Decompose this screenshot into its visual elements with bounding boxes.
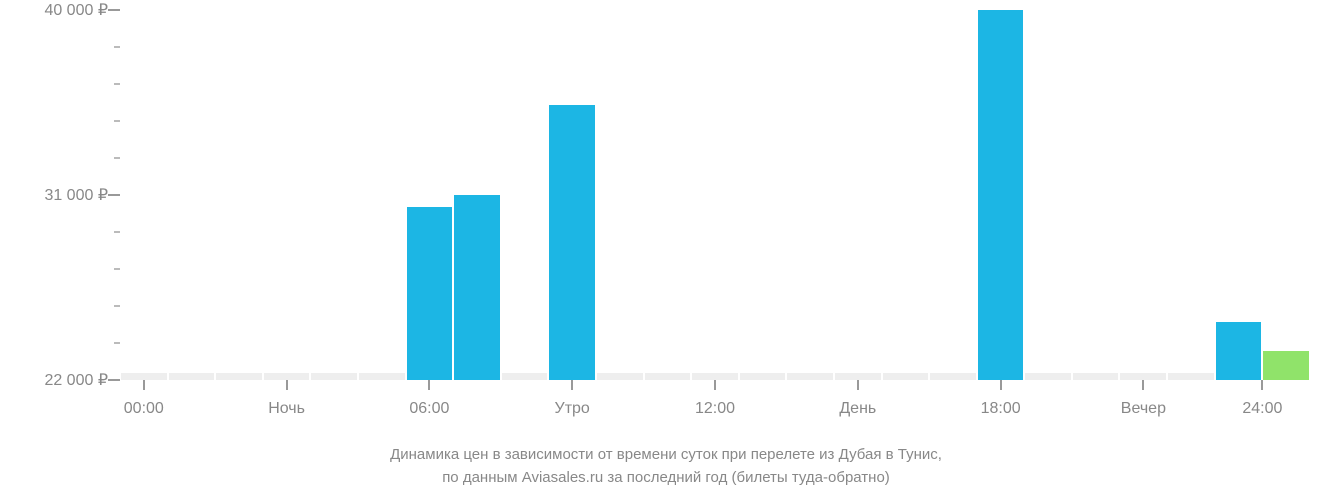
caption-line-2: по данным Aviasales.ru за последний год …	[0, 467, 1332, 490]
caption-line-1: Динамика цен в зависимости от времени су…	[0, 444, 1332, 467]
x-axis-label: 24:00	[1242, 400, 1282, 418]
bar-hour-16	[883, 373, 929, 380]
y-axis-label: 40 000 ₽	[44, 0, 108, 20]
x-tick	[143, 380, 145, 390]
bar-hour-23	[1216, 322, 1262, 380]
x-tick	[1000, 380, 1002, 390]
x-axis-label: Ночь	[268, 400, 305, 418]
x-axis-label: 06:00	[409, 400, 449, 418]
bar-hour-18	[978, 10, 1024, 380]
x-axis-label: 00:00	[124, 400, 164, 418]
bar-hour-9	[549, 105, 595, 380]
bar-hour-0	[121, 373, 167, 380]
x-axis-label: День	[839, 400, 876, 418]
bar-hour-13	[740, 373, 786, 380]
bar-hour-17	[930, 373, 976, 380]
x-tick	[428, 380, 430, 390]
bar-hour-4	[311, 373, 357, 380]
bar-hour-14	[787, 373, 833, 380]
y-tick-major	[108, 9, 120, 11]
bar-hour-1	[169, 373, 215, 380]
x-axis-label: Вечер	[1121, 400, 1166, 418]
bar-hour-7	[454, 195, 500, 380]
bar-hour-8	[502, 373, 548, 380]
x-tick	[1261, 380, 1263, 390]
bar-hour-21	[1120, 373, 1166, 380]
x-tick	[1142, 380, 1144, 390]
x-axis-label: Утро	[555, 400, 590, 418]
x-axis: 00:00 Ночь 06:00 Утро 12:00 День 18:00 Вечер 24:…	[120, 380, 1310, 420]
x-axis-label: 18:00	[981, 400, 1021, 418]
x-ticks	[120, 380, 1310, 392]
x-tick	[857, 380, 859, 390]
x-labels: 00:00 Ночь 06:00 Утро 12:00 День 18:00 Вечер 24:…	[120, 392, 1310, 420]
bar-hour-12	[692, 373, 738, 380]
bar-hour-6	[407, 207, 453, 380]
x-tick	[571, 380, 573, 390]
bar-hour-5	[359, 373, 405, 380]
bar-hour-11	[645, 373, 691, 380]
x-tick	[714, 380, 716, 390]
bar-hour-2	[216, 373, 262, 380]
bar-hour-3	[264, 373, 310, 380]
bar-hour-10	[597, 373, 643, 380]
plot-area	[120, 10, 1310, 380]
bar-hour-24	[1263, 351, 1309, 380]
x-tick	[286, 380, 288, 390]
y-axis-label: 31 000 ₽	[44, 185, 108, 205]
y-axis: 40 000 ₽31 000 ₽22 000 ₽	[0, 10, 120, 380]
y-axis-label: 22 000 ₽	[44, 370, 108, 390]
x-axis-label: 12:00	[695, 400, 735, 418]
y-tick-major	[108, 379, 120, 381]
bars-row	[120, 10, 1310, 380]
y-tick-major	[108, 194, 120, 196]
bar-hour-19	[1025, 373, 1071, 380]
bar-hour-20	[1073, 373, 1119, 380]
chart-container: 40 000 ₽31 000 ₽22 000 ₽ 00:00Ночь06:00У…	[0, 0, 1332, 502]
bar-hour-22	[1168, 373, 1214, 380]
chart-caption: Динамика цен в зависимости от времени су…	[0, 444, 1332, 489]
bar-hour-15	[835, 373, 881, 380]
